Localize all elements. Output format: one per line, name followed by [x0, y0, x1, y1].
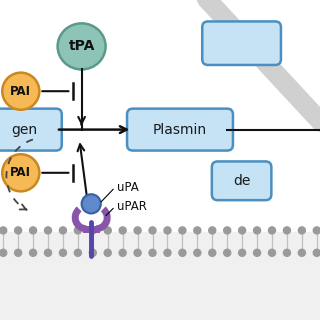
Text: de: de: [233, 174, 250, 188]
Circle shape: [179, 227, 186, 234]
Circle shape: [253, 227, 260, 234]
FancyBboxPatch shape: [202, 21, 281, 65]
Circle shape: [239, 249, 246, 256]
Circle shape: [15, 227, 22, 234]
Circle shape: [224, 249, 231, 256]
Circle shape: [2, 154, 39, 191]
Circle shape: [89, 249, 96, 256]
Circle shape: [268, 227, 276, 234]
Circle shape: [104, 227, 111, 234]
Circle shape: [179, 249, 186, 256]
Circle shape: [194, 227, 201, 234]
Circle shape: [284, 227, 291, 234]
Circle shape: [82, 194, 101, 213]
Circle shape: [239, 227, 246, 234]
Circle shape: [149, 249, 156, 256]
Circle shape: [268, 249, 276, 256]
Circle shape: [134, 249, 141, 256]
Circle shape: [89, 227, 96, 234]
Circle shape: [119, 227, 126, 234]
Bar: [0, 232, 320, 320]
Circle shape: [2, 73, 39, 110]
FancyBboxPatch shape: [212, 162, 271, 200]
Circle shape: [313, 227, 320, 234]
Circle shape: [134, 227, 141, 234]
Circle shape: [209, 249, 216, 256]
Circle shape: [74, 227, 81, 234]
Circle shape: [15, 249, 22, 256]
Circle shape: [298, 227, 305, 234]
Text: PAI: PAI: [10, 166, 31, 179]
Text: PAI: PAI: [10, 85, 31, 98]
Text: tPA: tPA: [68, 39, 95, 53]
Circle shape: [74, 249, 81, 256]
Circle shape: [29, 227, 36, 234]
Circle shape: [29, 249, 36, 256]
FancyBboxPatch shape: [127, 109, 233, 151]
Circle shape: [149, 227, 156, 234]
Circle shape: [0, 227, 7, 234]
Text: gen: gen: [12, 123, 38, 137]
Text: uPA: uPA: [117, 181, 139, 194]
Circle shape: [44, 249, 52, 256]
Circle shape: [209, 227, 216, 234]
Circle shape: [119, 249, 126, 256]
Text: uPAR: uPAR: [117, 200, 147, 213]
Circle shape: [224, 227, 231, 234]
Circle shape: [313, 249, 320, 256]
Ellipse shape: [58, 23, 106, 69]
Circle shape: [0, 249, 7, 256]
Circle shape: [284, 249, 291, 256]
Text: Plasmin: Plasmin: [153, 123, 207, 137]
Circle shape: [164, 249, 171, 256]
Circle shape: [298, 249, 305, 256]
Circle shape: [253, 249, 260, 256]
Circle shape: [60, 227, 67, 234]
Circle shape: [60, 249, 67, 256]
Circle shape: [104, 249, 111, 256]
Circle shape: [164, 227, 171, 234]
Circle shape: [44, 227, 52, 234]
FancyBboxPatch shape: [0, 109, 62, 151]
Circle shape: [194, 249, 201, 256]
